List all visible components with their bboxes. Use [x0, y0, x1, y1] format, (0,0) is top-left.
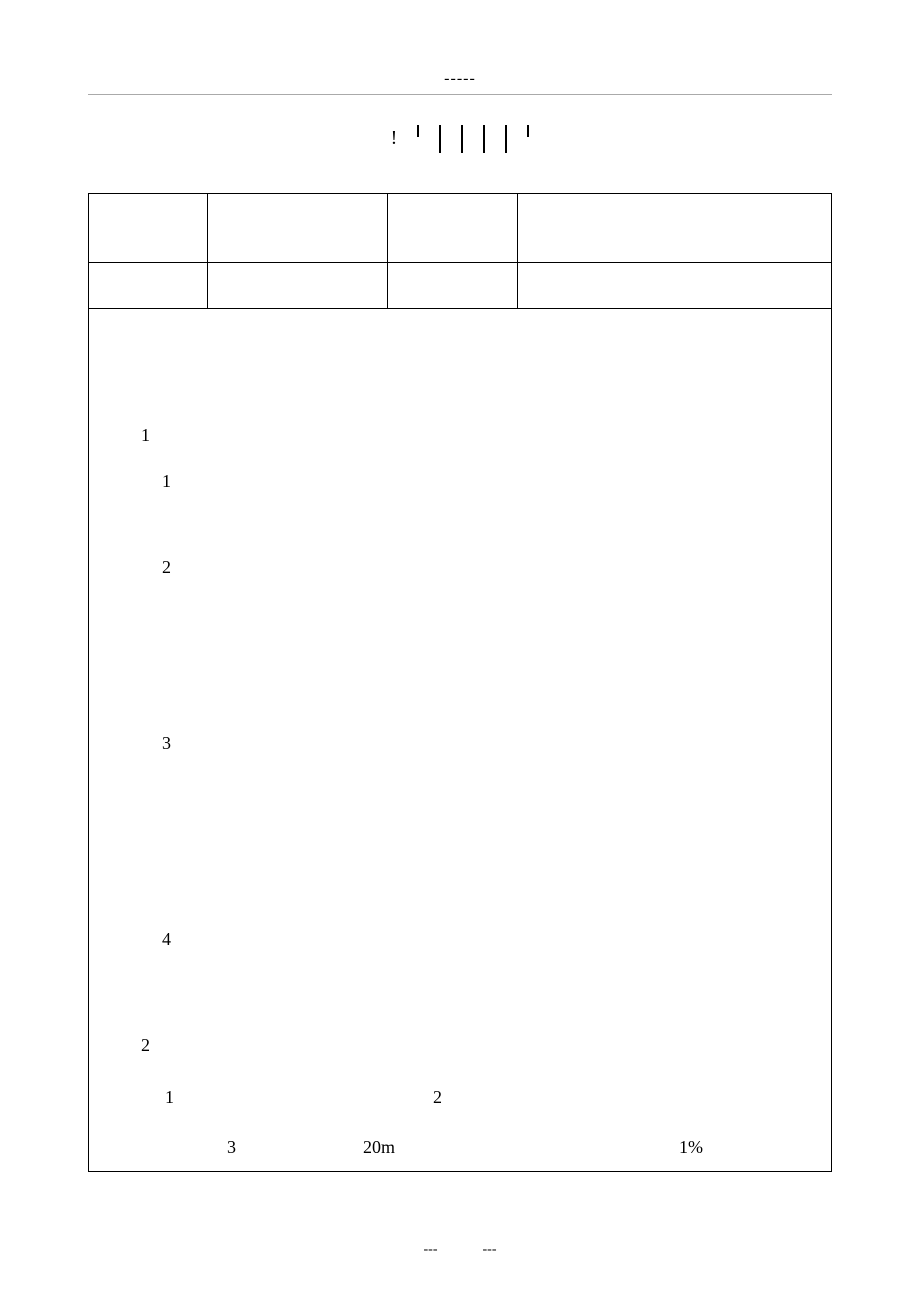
- content-value: 20m: [363, 1137, 395, 1158]
- tally-tall-icon: [505, 125, 507, 153]
- content-area: 1 1 2 3 4 2 1 2 3 20m 1%: [89, 309, 831, 1171]
- tally-tall-icon: [439, 125, 441, 153]
- top-dashes: -----: [88, 70, 832, 88]
- table-cell: [387, 194, 517, 262]
- table-cell: [517, 262, 831, 308]
- outline-number: 2: [433, 1087, 442, 1108]
- table-cell: [207, 194, 387, 262]
- main-bordered-box: 1 1 2 3 4 2 1 2 3 20m 1%: [88, 193, 832, 1172]
- bottom-dashes: --- ---: [0, 1242, 920, 1258]
- bottom-dashes-right: ---: [483, 1242, 497, 1257]
- bottom-dashes-left: ---: [424, 1242, 438, 1257]
- mark-exclaim-icon: !: [391, 127, 398, 150]
- outline-number: 4: [162, 929, 171, 950]
- tally-short-icon: [527, 125, 529, 137]
- tally-short-icon: [417, 125, 419, 137]
- outline-number: 2: [141, 1035, 150, 1056]
- tally-tall-icon: [461, 125, 463, 153]
- table-cell: [387, 262, 517, 308]
- document-page: ----- ! 1 1 2: [0, 0, 920, 1302]
- outline-number: 3: [227, 1137, 236, 1158]
- header-table: [89, 194, 831, 309]
- outline-number: 1: [162, 471, 171, 492]
- table-cell: [89, 262, 207, 308]
- table-row: [89, 262, 831, 308]
- table-cell: [89, 194, 207, 262]
- outline-number: 1: [141, 425, 150, 446]
- outline-number: 3: [162, 733, 171, 754]
- outline-number: 1: [165, 1087, 174, 1108]
- content-value: 1%: [679, 1137, 703, 1158]
- top-horizontal-rule: [88, 94, 832, 95]
- table-cell: [207, 262, 387, 308]
- title-tally-marks: !: [88, 125, 832, 161]
- outline-number: 2: [162, 557, 171, 578]
- tally-tall-icon: [483, 125, 485, 153]
- table-cell: [517, 194, 831, 262]
- table-row: [89, 194, 831, 262]
